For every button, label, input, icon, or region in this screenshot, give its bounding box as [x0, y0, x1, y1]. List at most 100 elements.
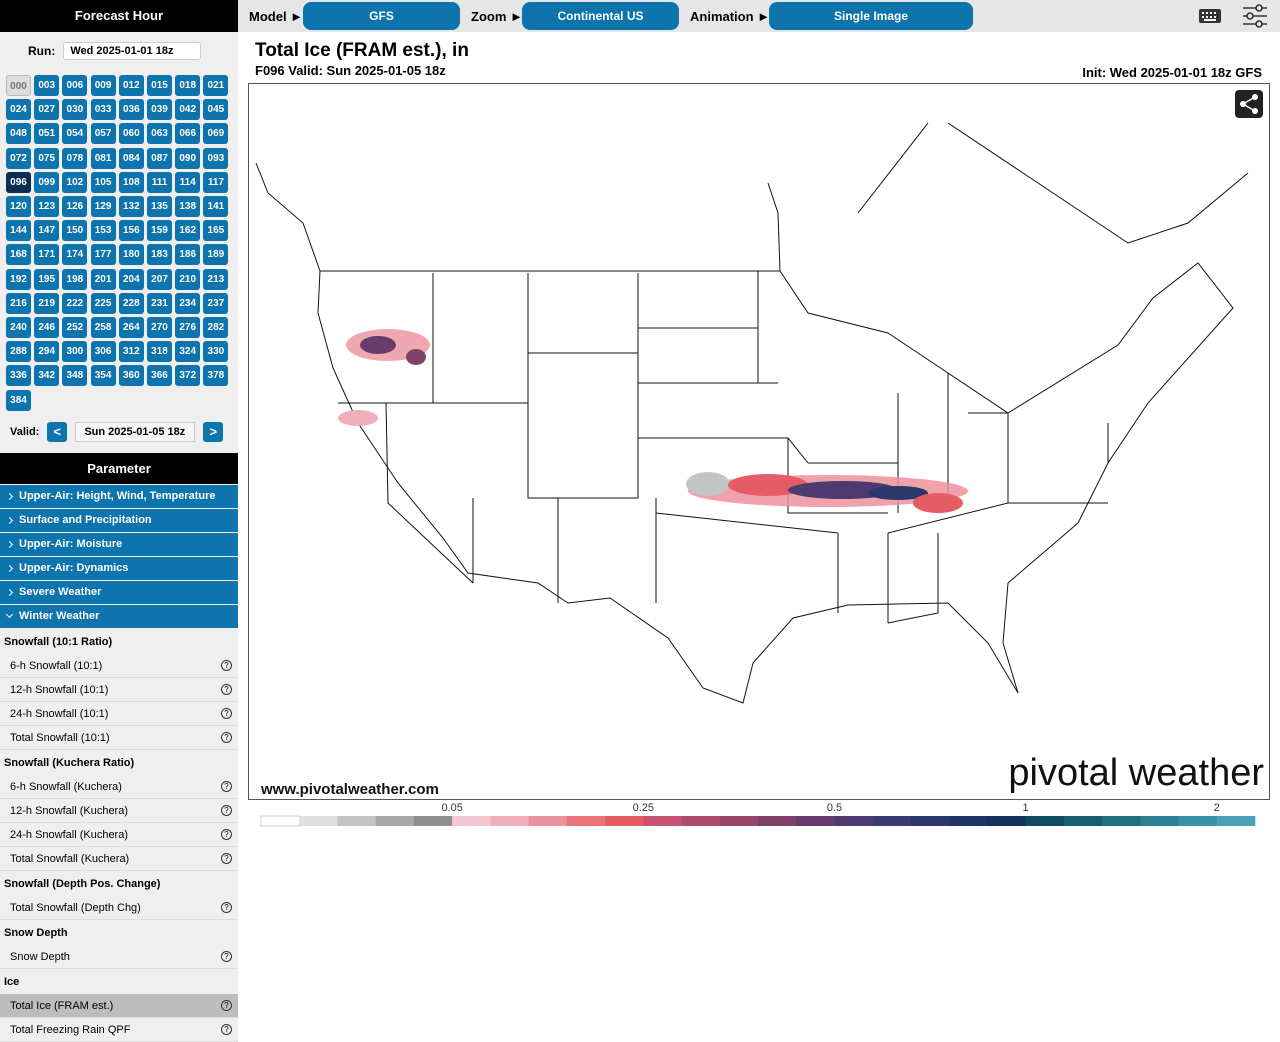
hour-button[interactable]: 228 — [118, 292, 144, 314]
parameter-item[interactable]: Total Snowfall (Depth Chg)? — [0, 896, 238, 920]
hour-button[interactable]: 216 — [6, 292, 31, 314]
help-icon[interactable]: ? — [221, 853, 232, 864]
hour-button[interactable]: 114 — [175, 171, 201, 193]
hour-button[interactable]: 177 — [90, 244, 116, 266]
keyboard-icon[interactable] — [1198, 7, 1222, 25]
parameter-item[interactable]: Snow Depth? — [0, 945, 238, 969]
parameter-item[interactable]: Total Ice (FRAM est.)? — [0, 994, 238, 1018]
hour-button[interactable]: 063 — [147, 123, 172, 145]
hour-button[interactable]: 084 — [118, 147, 144, 169]
category[interactable]: Winter Weather — [0, 605, 238, 628]
hour-button[interactable]: 123 — [34, 196, 60, 217]
hour-button[interactable]: 135 — [147, 196, 172, 217]
hour-button[interactable]: 099 — [34, 171, 60, 193]
hour-button[interactable]: 204 — [118, 268, 144, 290]
hour-button[interactable]: 360 — [118, 365, 144, 387]
hour-button[interactable]: 213 — [203, 268, 229, 290]
hour-button[interactable]: 372 — [175, 365, 201, 387]
settings-icon[interactable] — [1242, 4, 1268, 28]
hour-button[interactable]: 312 — [118, 341, 144, 363]
parameter-item[interactable]: 12-h Snowfall (Kuchera)? — [0, 799, 238, 823]
hour-button[interactable]: 210 — [175, 268, 201, 290]
hour-button[interactable]: 234 — [175, 292, 201, 314]
hour-button[interactable]: 330 — [203, 341, 229, 363]
hour-button[interactable]: 201 — [90, 268, 116, 290]
hour-button[interactable]: 306 — [90, 341, 116, 363]
hour-button[interactable]: 252 — [62, 317, 88, 338]
hour-button[interactable]: 102 — [62, 171, 88, 193]
hour-button[interactable]: 009 — [90, 75, 116, 96]
help-icon[interactable]: ? — [221, 684, 232, 695]
hour-button[interactable]: 384 — [6, 389, 31, 411]
parameter-item[interactable]: Total Freezing Rain QPF? — [0, 1018, 238, 1042]
help-icon[interactable]: ? — [221, 1024, 232, 1035]
parameter-item[interactable]: 24-h Snowfall (10:1)? — [0, 702, 238, 726]
hour-button[interactable]: 189 — [203, 244, 229, 266]
hour-button[interactable]: 021 — [203, 75, 229, 96]
hour-button[interactable]: 126 — [62, 196, 88, 217]
hour-button[interactable]: 342 — [34, 365, 60, 387]
hour-button[interactable]: 087 — [147, 147, 172, 169]
hour-button[interactable]: 015 — [147, 75, 172, 96]
hour-button[interactable]: 000 — [6, 75, 31, 96]
hour-button[interactable]: 057 — [90, 123, 116, 145]
hour-button[interactable]: 288 — [6, 341, 31, 363]
help-icon[interactable]: ? — [221, 660, 232, 671]
hour-button[interactable]: 060 — [118, 123, 144, 145]
hour-button[interactable]: 183 — [147, 244, 172, 266]
hour-button[interactable]: 222 — [62, 292, 88, 314]
hour-button[interactable]: 054 — [62, 123, 88, 145]
hour-button[interactable]: 282 — [203, 317, 229, 338]
hour-button[interactable]: 180 — [118, 244, 144, 266]
hour-button[interactable]: 027 — [34, 99, 60, 121]
hour-button[interactable]: 075 — [34, 147, 60, 169]
parameter-item[interactable]: Total Snowfall (10:1)? — [0, 726, 238, 750]
hour-button[interactable]: 336 — [6, 365, 31, 387]
hour-button[interactable]: 192 — [6, 268, 31, 290]
hour-button[interactable]: 120 — [6, 196, 31, 217]
hour-button[interactable]: 219 — [34, 292, 60, 314]
help-icon[interactable]: ? — [221, 732, 232, 743]
category[interactable]: Upper-Air: Moisture — [0, 533, 238, 556]
hour-button[interactable]: 024 — [6, 99, 31, 121]
hour-button[interactable]: 237 — [203, 292, 229, 314]
hour-button[interactable]: 240 — [6, 317, 31, 338]
hour-button[interactable]: 150 — [62, 220, 88, 242]
hour-button[interactable]: 348 — [62, 365, 88, 387]
hour-button[interactable]: 012 — [118, 75, 144, 96]
hour-button[interactable]: 048 — [6, 123, 31, 145]
hour-button[interactable]: 171 — [34, 244, 60, 266]
hour-button[interactable]: 036 — [118, 99, 144, 121]
hour-button[interactable]: 162 — [175, 220, 201, 242]
hour-button[interactable]: 144 — [6, 220, 31, 242]
category[interactable]: Severe Weather — [0, 581, 238, 604]
hour-button[interactable]: 066 — [175, 123, 201, 145]
hour-button[interactable]: 366 — [147, 365, 172, 387]
hour-button[interactable]: 003 — [34, 75, 60, 96]
model-button[interactable]: GFS — [303, 2, 460, 30]
help-icon[interactable]: ? — [221, 951, 232, 962]
hour-button[interactable]: 300 — [62, 341, 88, 363]
hour-button[interactable]: 096 — [6, 171, 31, 193]
hour-button[interactable]: 078 — [62, 147, 88, 169]
hour-button[interactable]: 129 — [90, 196, 116, 217]
help-icon[interactable]: ? — [221, 781, 232, 792]
hour-button[interactable]: 033 — [90, 99, 116, 121]
hour-button[interactable]: 105 — [90, 171, 116, 193]
hour-button[interactable]: 231 — [147, 292, 172, 314]
hour-button[interactable]: 186 — [175, 244, 201, 266]
hour-button[interactable]: 207 — [147, 268, 172, 290]
hour-button[interactable]: 045 — [203, 99, 229, 121]
hour-button[interactable]: 264 — [118, 317, 144, 338]
hour-button[interactable]: 354 — [90, 365, 116, 387]
hour-button[interactable]: 039 — [147, 99, 172, 121]
hour-button[interactable]: 168 — [6, 244, 31, 266]
hour-button[interactable]: 165 — [203, 220, 229, 242]
zoom-button[interactable]: Continental US — [522, 2, 679, 30]
hour-button[interactable]: 294 — [34, 341, 60, 363]
hour-button[interactable]: 108 — [118, 171, 144, 193]
category[interactable]: Upper-Air: Height, Wind, Temperature — [0, 485, 238, 508]
category[interactable]: Surface and Precipitation — [0, 509, 238, 532]
help-icon[interactable]: ? — [221, 1000, 232, 1011]
hour-button[interactable]: 090 — [175, 147, 201, 169]
